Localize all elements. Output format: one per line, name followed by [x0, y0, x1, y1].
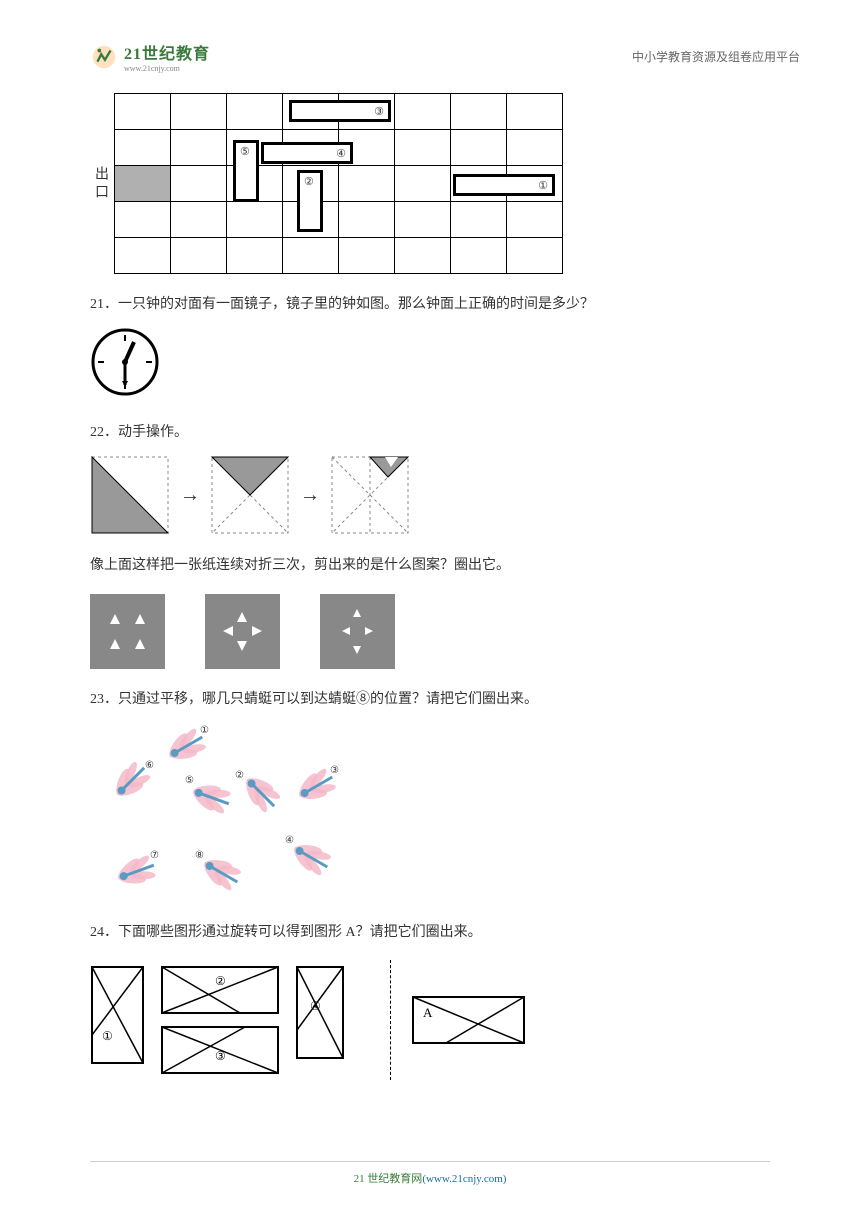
block-2: ② — [298, 171, 322, 231]
q22-text: 动手操作。 — [118, 425, 188, 440]
q23-text: 只通过平移，哪几只蜻蜓可以到达蜻蜓⑧的位置？请把它们圈出来。 — [118, 692, 538, 707]
option-1 — [90, 594, 165, 669]
fold-step-2 — [210, 455, 290, 535]
page-footer: 21 世纪教育网(www.21cnjy.com) — [90, 1161, 770, 1186]
exit-label: 出口 — [90, 166, 110, 202]
shapes-left-group: ① ② ③ ④ — [90, 965, 370, 1075]
q22-number: 22 — [90, 425, 104, 440]
dragonfly-③: ③ — [290, 767, 340, 807]
question-22: 22．动手操作。 — [90, 420, 800, 445]
clock-figure — [90, 327, 800, 402]
logo-url: www.21cnjy.com — [124, 64, 210, 73]
dragonfly-⑤: ⑤ — [185, 777, 235, 817]
q24-text: 下面哪些图形通过旋转可以得到图形 A？请把它们圈出来。 — [118, 925, 482, 940]
shape-target-a: A — [411, 995, 526, 1045]
page-header: 21世纪教育 www.21cnjy.com 中小学教育资源及组卷应用平台 — [90, 40, 800, 73]
fold-step-3 — [330, 455, 410, 535]
dragonfly-②: ② — [235, 772, 285, 812]
svg-text:①: ① — [102, 1029, 113, 1043]
q22-instruction: 像上面这样把一张纸连续对折三次，剪出来的是什么图案？圈出它。 — [90, 553, 800, 578]
footer-url: (www.21cnjy.com) — [422, 1173, 506, 1185]
rotation-shapes: ① ② ③ ④ A — [90, 960, 800, 1080]
arrow-icon: → — [300, 484, 320, 507]
q24-number: 24 — [90, 925, 104, 940]
block-5: ⑤ — [234, 141, 258, 201]
header-subtitle: 中小学教育资源及组卷应用平台 — [632, 48, 800, 65]
dragonfly-⑥: ⑥ — [105, 762, 155, 802]
block-3: ③ — [290, 101, 390, 121]
dragonfly-④: ④ — [285, 837, 335, 877]
fold-step-1 — [90, 455, 170, 535]
svg-text:④: ④ — [310, 999, 321, 1013]
dragonfly-⑦: ⑦ — [110, 852, 160, 892]
dragonfly-①: ① — [160, 727, 210, 767]
divider — [390, 960, 391, 1080]
block-4: ④ — [262, 143, 352, 163]
logo-text-block: 21世纪教育 www.21cnjy.com — [124, 40, 210, 73]
q23-number: 23 — [90, 692, 104, 707]
q22-options — [90, 594, 800, 669]
logo-main-text: 21世纪教育 — [124, 40, 210, 64]
svg-text:②: ② — [215, 974, 226, 988]
logo: 21世纪教育 www.21cnjy.com — [90, 40, 210, 73]
shape-3: ③ — [160, 1025, 280, 1075]
footer-brand: 21 世纪教育网 — [354, 1173, 423, 1185]
dragonfly-group: ① ② ③ ④ ⑤ ⑥ — [90, 722, 370, 902]
question-24: 24．下面哪些图形通过旋转可以得到图形 A？请把它们圈出来。 — [90, 920, 800, 945]
svg-text:③: ③ — [215, 1049, 226, 1063]
grid-container: ③ ④ ⑤ ② ① — [114, 93, 563, 274]
q21-text: 一只钟的对面有一面镜子，镜子里的钟如图。那么钟面上正确的时间是多少？ — [118, 297, 594, 312]
dragonfly-⑧: ⑧ — [195, 852, 245, 892]
arrow-icon: → — [180, 484, 200, 507]
fold-sequence: → → — [90, 455, 800, 535]
shape-4: ④ — [295, 965, 345, 1060]
logo-icon — [90, 43, 118, 71]
grid-puzzle: 出口 ③ ④ ⑤ ② ① — [90, 93, 800, 274]
option-3 — [320, 594, 395, 669]
question-23: 23．只通过平移，哪几只蜻蜓可以到达蜻蜓⑧的位置？请把它们圈出来。 — [90, 687, 800, 712]
shape-2: ② — [160, 965, 280, 1015]
question-21: 21．一只钟的对面有一面镜子，镜子里的钟如图。那么钟面上正确的时间是多少？ — [90, 292, 800, 317]
q21-number: 21 — [90, 297, 104, 312]
option-2 — [205, 594, 280, 669]
block-1: ① — [454, 175, 554, 195]
shape-1: ① — [90, 965, 145, 1065]
svg-text:A: A — [423, 1005, 433, 1020]
